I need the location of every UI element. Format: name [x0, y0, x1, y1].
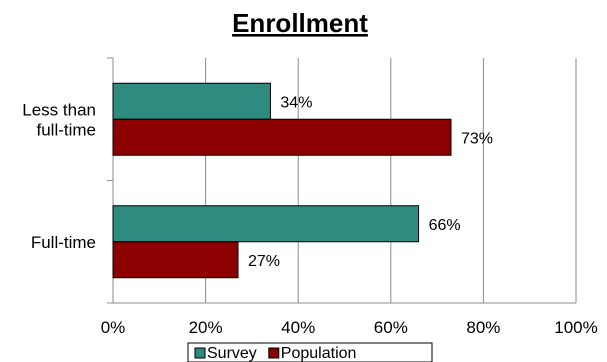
- data-label: 66%: [429, 217, 461, 234]
- legend-swatch: [194, 347, 206, 359]
- legend-box: [187, 342, 433, 362]
- data-label: 73%: [461, 130, 493, 147]
- chart-title: Enrollment: [232, 8, 368, 38]
- bar-population: [112, 118, 452, 156]
- category-label: Full-time: [31, 233, 96, 252]
- x-tick-labels: 0% 20% 40% 60% 80% 100%: [101, 318, 598, 337]
- legend-label: Survey: [207, 345, 257, 362]
- bar-survey: [112, 82, 271, 120]
- bar-population: [112, 241, 239, 279]
- x-tick-label: 40%: [281, 318, 315, 337]
- x-tick-label: 60%: [374, 318, 408, 337]
- data-label: 34%: [280, 94, 312, 111]
- legend: Survey Population: [187, 342, 433, 362]
- x-tick-label: 100%: [554, 318, 597, 337]
- legend-label: Population: [281, 345, 357, 362]
- x-tick-label: 80%: [466, 318, 500, 337]
- bars: [112, 82, 452, 279]
- data-labels: 34% 73% 66% 27%: [248, 94, 493, 270]
- x-tick-label: 20%: [189, 318, 223, 337]
- x-tick-label: 0%: [101, 318, 126, 337]
- bar-survey: [112, 205, 420, 243]
- legend-swatch: [268, 347, 280, 359]
- category-labels: Less than full-time Full-time: [22, 100, 96, 252]
- category-label: Less than full-time: [22, 100, 96, 139]
- data-label: 27%: [248, 253, 280, 270]
